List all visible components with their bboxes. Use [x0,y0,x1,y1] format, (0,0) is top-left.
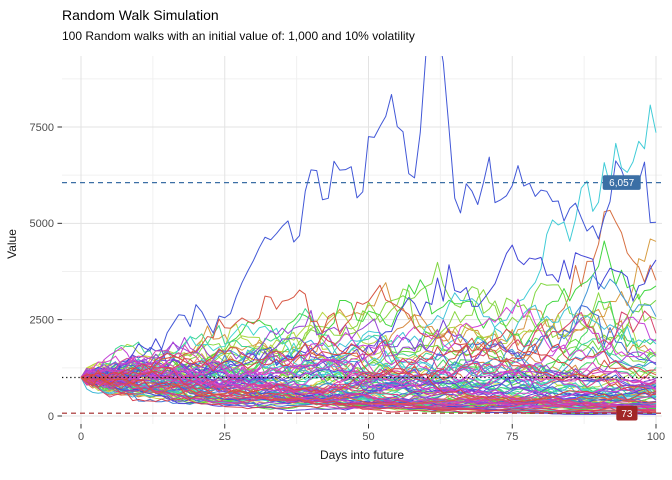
min-final-value-line-label: 73 [621,409,633,420]
x-tick-label: 50 [362,431,374,443]
walk-line [80,352,657,385]
walk-line [80,284,657,389]
walk-line [80,337,657,394]
walk-line [80,377,657,406]
y-tick-label: 0 [48,411,54,423]
x-tick-label: 0 [78,431,84,443]
walk-line [80,365,657,403]
x-tick-label: 75 [506,431,518,443]
axis-ticks-and-labels: 0 25 50 75 100 0 2500 5000 7500 [30,122,666,443]
walk-line [80,355,657,398]
walk-line [80,56,657,381]
walk-line [80,371,657,411]
walk-line [80,372,657,414]
y-axis-title: Value [5,229,19,259]
walk-line [80,373,657,408]
chart-subtitle: 100 Random walks with an initial value o… [62,29,415,43]
walk-line [80,377,657,416]
y-tick-label: 7500 [30,122,54,134]
max-final-value-line-label-box [602,175,641,190]
walk-lines [80,56,657,416]
x-axis-title: Days into future [320,448,404,462]
annotation-lines [62,182,662,414]
walk-line [80,309,657,379]
chart-title: Random Walk Simulation [62,7,219,23]
walk-line [80,240,657,381]
walk-line [80,332,657,394]
walk-line [80,310,657,401]
y-tick-label: 2500 [30,314,54,326]
x-tick-label: 25 [219,431,231,443]
walk-line [80,372,657,411]
max-final-value-line-label: 6,057 [609,178,634,189]
walk-line [80,363,657,413]
min-final-value-line-label-box [616,405,638,421]
x-tick-label: 100 [647,431,665,443]
y-tick-label: 5000 [30,218,54,230]
annotation-value-labels: 6,057 73 [602,175,641,421]
